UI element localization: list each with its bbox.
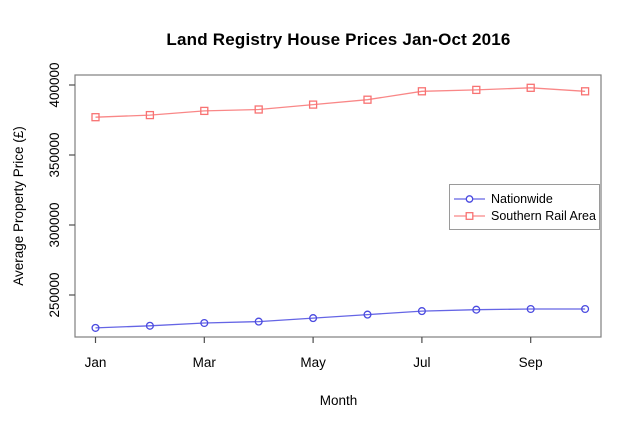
data-point-marker	[472, 305, 481, 314]
data-point-marker	[526, 304, 535, 314]
legend-label-southern-rail-area: Southern Rail Area	[491, 208, 596, 223]
x-tick-label: Mar	[193, 355, 217, 370]
chart-title: Land Registry House Prices Jan-Oct 2016	[166, 30, 511, 49]
series-line-southern-rail-area	[95, 87, 586, 118]
line-circle-marker-icon	[454, 194, 485, 203]
data-point-marker	[581, 304, 590, 314]
plot-box	[74, 74, 602, 338]
legend-label-nationwide: Nationwide	[491, 191, 553, 206]
data-point-marker	[363, 95, 372, 104]
legend-row-nationwide: Nationwide	[454, 191, 599, 206]
data-point-marker	[91, 323, 100, 332]
data-point-marker	[254, 105, 263, 114]
data-point-marker	[417, 87, 427, 96]
y-tick-label: 250000	[47, 272, 62, 317]
x-tick-label: May	[300, 355, 326, 370]
data-point-marker	[526, 83, 535, 92]
x-tick-label: Jan	[85, 355, 107, 370]
series-line-nationwide	[95, 308, 586, 329]
data-point-marker	[472, 85, 481, 95]
data-point-marker	[417, 307, 426, 316]
data-point-marker	[91, 113, 100, 122]
line-square-marker-icon	[454, 211, 485, 220]
y-tick-label: 300000	[47, 202, 62, 247]
data-point-marker	[200, 318, 209, 328]
data-point-marker	[308, 100, 318, 109]
data-point-marker	[254, 317, 263, 326]
data-point-marker	[145, 321, 154, 330]
data-point-marker	[145, 110, 155, 120]
x-tick-label: Jul	[413, 355, 430, 370]
y-tick-label: 350000	[47, 132, 62, 177]
data-point-marker	[363, 310, 372, 319]
data-point-marker	[580, 87, 590, 96]
data-point-marker	[309, 314, 318, 323]
x-axis-label: Month	[319, 393, 358, 408]
y-tick-label: 400000	[47, 62, 62, 107]
data-point-marker	[200, 106, 209, 116]
legend: Nationwide Southern Rail Area	[449, 184, 600, 230]
legend-row-southern-rail-area: Southern Rail Area	[454, 208, 599, 223]
x-tick-label: Sep	[519, 355, 543, 370]
